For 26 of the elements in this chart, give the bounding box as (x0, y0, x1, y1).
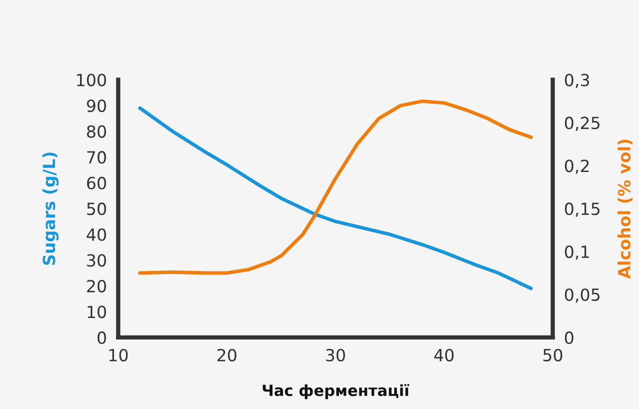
y2-tick-label: 0,05 (564, 288, 600, 303)
y-axis-title: Sugars (g/L) (42, 152, 59, 265)
y-tick-label: 0 (98, 331, 106, 344)
y-tick-label: 10 (88, 306, 106, 318)
y2-tick-label: 0,15 (564, 202, 600, 217)
x-tick-label: 20 (217, 348, 236, 362)
y-tick-label: 70 (87, 151, 106, 164)
y-tick-label: 30 (87, 254, 106, 267)
y-tick-label: 20 (87, 280, 106, 292)
x-tick-label: 50 (543, 348, 562, 362)
y-tick-label: 50 (87, 202, 106, 216)
x-tick-label: 40 (434, 348, 454, 362)
y-tick-label: 80 (87, 125, 106, 138)
x-axis-title: Час ферментації (262, 384, 410, 400)
y2-tick-label: 0 (564, 331, 574, 344)
x-tick-label: 30 (326, 348, 345, 362)
y-tick-label: 100 (77, 74, 106, 86)
y2-tick-label: 0,2 (564, 160, 589, 174)
y2-tick-label: 0,1 (564, 245, 589, 260)
y2-tick-label: 0,3 (564, 74, 590, 88)
x-tick-label: 10 (109, 348, 128, 362)
y-tick-label: 90 (86, 99, 106, 112)
y2-tick-label: 0,25 (564, 116, 600, 131)
y-tick-label: 60 (87, 176, 106, 190)
y2-axis-title: Alcohol (% vol) (618, 140, 632, 279)
y-tick-label: 40 (86, 228, 106, 241)
